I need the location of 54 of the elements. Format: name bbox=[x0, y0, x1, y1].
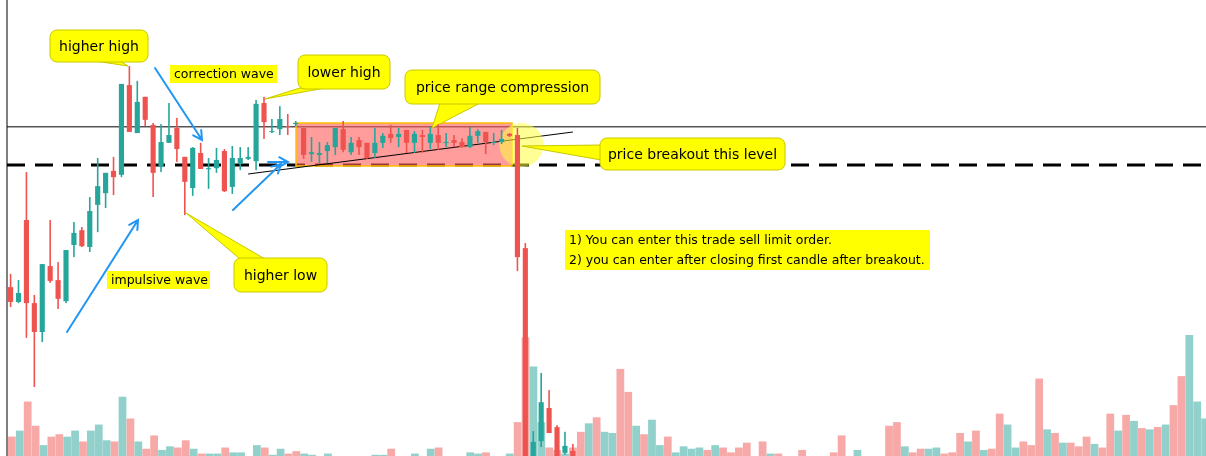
bar bbox=[640, 434, 648, 456]
annotation: 1) You can enter this trade sell limit order. bbox=[569, 232, 832, 248]
bar bbox=[592, 417, 601, 456]
bar bbox=[126, 418, 135, 456]
bar bbox=[387, 448, 396, 456]
bar bbox=[1043, 429, 1051, 456]
bar bbox=[663, 436, 672, 456]
bar bbox=[1130, 420, 1138, 456]
bar bbox=[482, 452, 490, 456]
bar bbox=[1059, 442, 1067, 456]
bar bbox=[39, 445, 48, 456]
bar bbox=[798, 449, 806, 456]
bar bbox=[8, 436, 16, 456]
bar bbox=[1138, 428, 1146, 456]
candlestick bbox=[245, 147, 251, 160]
candlestick bbox=[451, 135, 457, 148]
bar bbox=[79, 441, 87, 456]
bar bbox=[118, 396, 127, 456]
bar bbox=[260, 447, 269, 456]
annotation: price breakout this level bbox=[607, 145, 778, 162]
bar bbox=[758, 441, 767, 456]
bar bbox=[632, 425, 641, 456]
bar bbox=[110, 441, 119, 456]
bar bbox=[1051, 433, 1059, 456]
bar bbox=[1145, 429, 1154, 456]
bar bbox=[134, 441, 143, 456]
candlestick bbox=[443, 133, 449, 148]
candlestick bbox=[47, 220, 53, 283]
candlestick bbox=[269, 119, 275, 134]
candlestick bbox=[237, 147, 243, 171]
bar bbox=[711, 445, 720, 456]
annotation: 2) you can enter after closing first candle after breakout. bbox=[569, 252, 925, 268]
annotation: higher low bbox=[243, 266, 318, 283]
bar bbox=[221, 447, 230, 456]
bar bbox=[703, 449, 712, 456]
bar bbox=[900, 446, 909, 456]
bar bbox=[972, 430, 980, 456]
bar bbox=[964, 441, 972, 456]
bar bbox=[1153, 426, 1162, 456]
annotation: lower high bbox=[307, 63, 381, 80]
bar bbox=[979, 449, 988, 456]
bar bbox=[252, 445, 261, 456]
bar bbox=[426, 448, 435, 456]
candlestick bbox=[166, 103, 172, 143]
candlestick bbox=[388, 124, 394, 143]
annotation: price range compression bbox=[415, 78, 590, 95]
text: higher high bbox=[59, 37, 139, 54]
bar bbox=[584, 423, 593, 456]
annotation: impulsive wave bbox=[111, 272, 209, 288]
bar bbox=[1114, 430, 1123, 456]
bar bbox=[15, 430, 24, 456]
bar bbox=[1122, 414, 1130, 456]
annotation: correction wave bbox=[174, 66, 275, 82]
candlestick bbox=[285, 113, 291, 136]
